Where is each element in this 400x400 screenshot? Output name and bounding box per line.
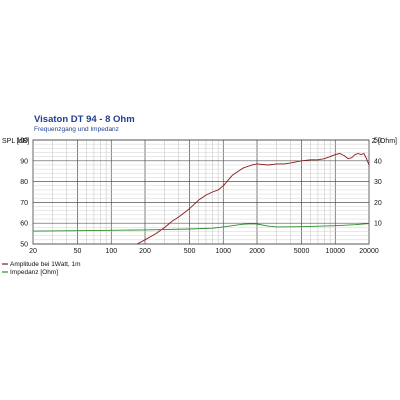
x-tick-label: 1000 <box>215 248 231 255</box>
y-axis-label-right: Z [Ohm] <box>372 138 397 145</box>
x-tick-label: 2000 <box>249 248 265 255</box>
y-tick-label-right: 10 <box>374 221 382 228</box>
x-tick-label: 5000 <box>294 248 310 255</box>
y-tick-label-left: 80 <box>20 179 28 186</box>
y-axis-label-left: SPL [dB] <box>2 138 29 145</box>
y-tick-label-right: 20 <box>374 200 382 207</box>
tick-labels: 20 50 100 200 500 1000 2000 5000 10000 2000050607… <box>16 138 382 256</box>
y-tick-label-right: 50 <box>374 138 382 145</box>
y-tick-label-left: 60 <box>20 221 28 228</box>
series-line-amplitude <box>136 153 370 245</box>
series-line-impedance <box>32 223 370 232</box>
x-tick-label: 50 <box>74 248 82 255</box>
x-tick-label: 10000 <box>326 248 346 255</box>
x-tick-label: 200 <box>139 248 151 255</box>
y-tick-label-right: 40 <box>374 158 382 165</box>
chart-subtitle: Frequenzgang und Impedanz <box>34 126 119 133</box>
series-layer <box>32 153 370 245</box>
chart-title: Visaton DT 94 - 8 Ohm <box>34 114 135 125</box>
x-tick-label: 20000 <box>359 248 379 255</box>
y-tick-label-left: 90 <box>20 158 28 165</box>
y-tick-label-left: 50 <box>20 242 28 249</box>
y-tick-label-right: 30 <box>374 179 382 186</box>
grid <box>32 139 370 245</box>
y-tick-label-left: 100 <box>16 138 28 145</box>
legend-entry: Impedanz [Ohm] <box>10 269 58 276</box>
x-tick-label: 20 <box>29 248 37 255</box>
legend-entry: Amplitude bei 1Watt, 1m <box>10 261 81 268</box>
x-tick-label: 100 <box>105 248 117 255</box>
y-tick-label-left: 70 <box>20 200 28 207</box>
x-tick-label: 500 <box>184 248 196 255</box>
